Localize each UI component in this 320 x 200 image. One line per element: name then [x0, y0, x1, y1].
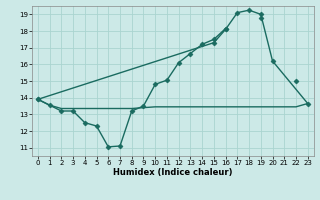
X-axis label: Humidex (Indice chaleur): Humidex (Indice chaleur) — [113, 168, 233, 177]
